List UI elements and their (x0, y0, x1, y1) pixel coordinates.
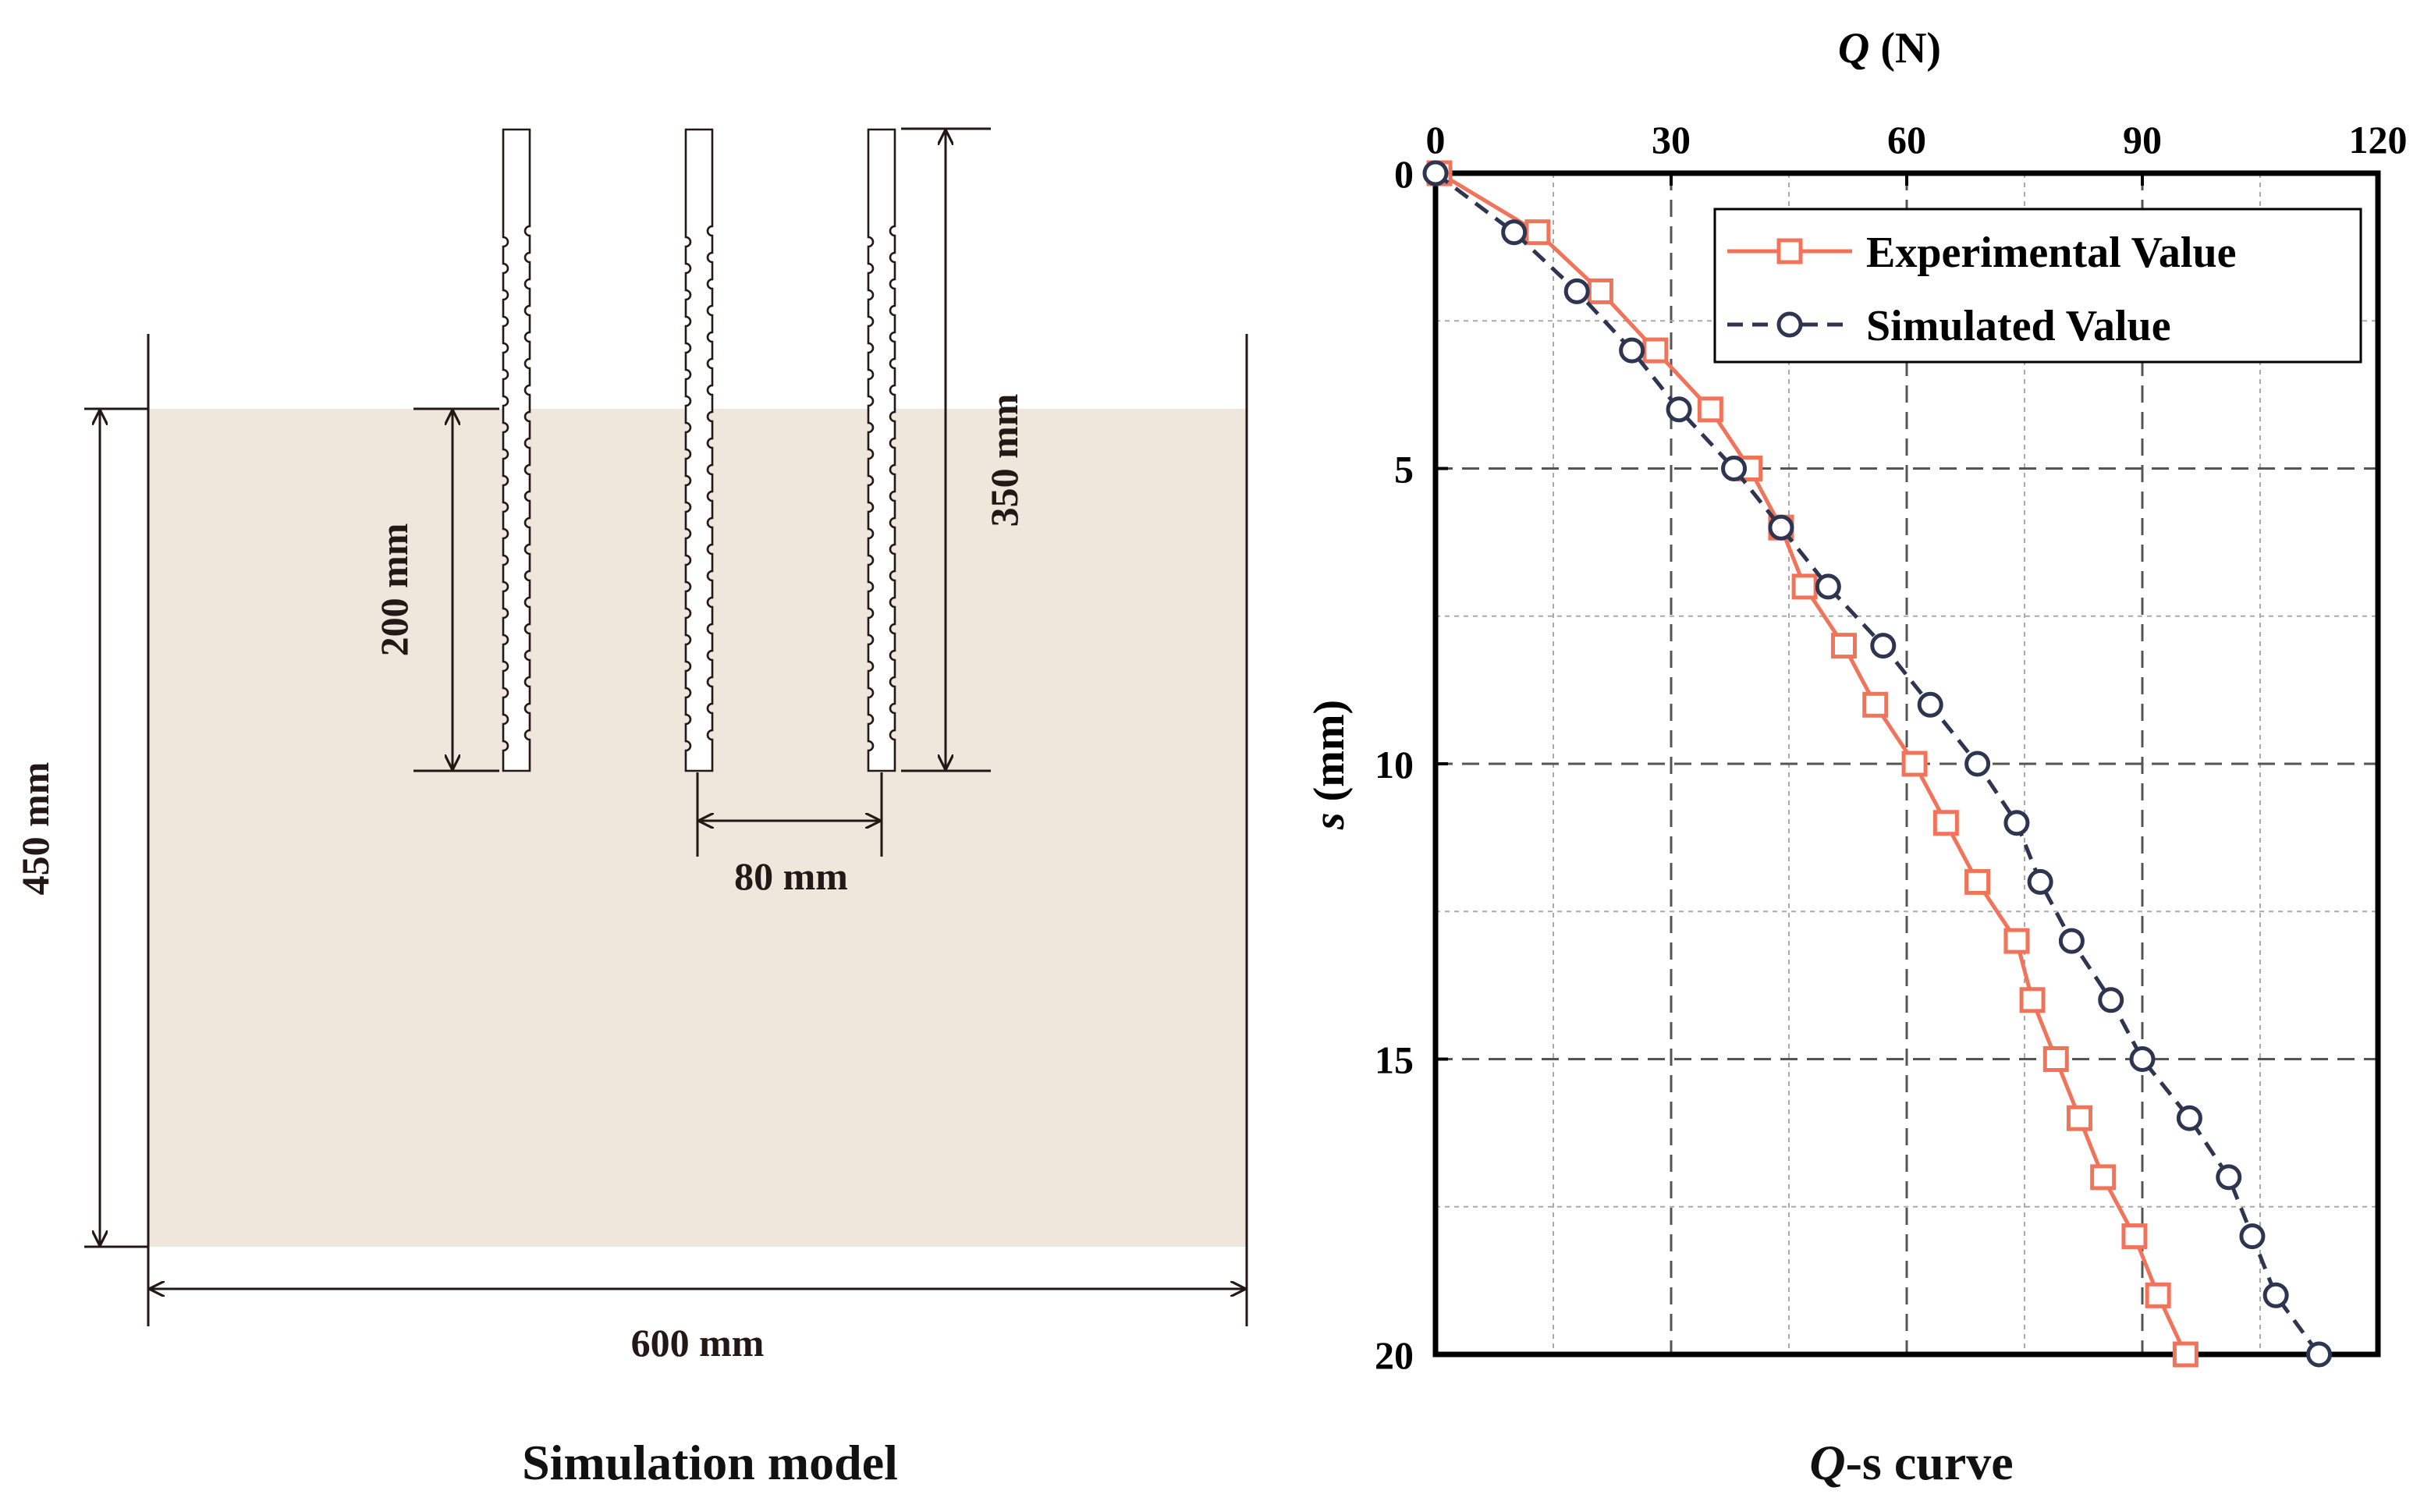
data-point-simulated-value (1563, 278, 1590, 304)
qs-chart: 0 30 60 90 120 0 5 10 15 20 Q (N) s (mm) Experime… (1305, 24, 2408, 1490)
left-axis-tick-label: 15 (1375, 1038, 1414, 1082)
chart-ticks: 0 30 60 90 120 0 5 10 15 20 (1375, 118, 2408, 1377)
legend-marker-experimental (1776, 238, 1803, 264)
data-point-simulated-value (2058, 928, 2085, 954)
legend-label-experimental: Experimental Value (1866, 229, 2236, 277)
label-pile-length: 350 mm (982, 394, 1026, 527)
data-point-simulated-value (2216, 1164, 2242, 1191)
data-point-experimental-value (1524, 219, 1551, 246)
data-point-simulated-value (1870, 633, 1897, 659)
data-point-simulated-value (1917, 691, 1943, 718)
data-point-simulated-value (2003, 810, 2030, 836)
data-point-experimental-value (2003, 928, 2030, 954)
label-depth: 450 mm (13, 762, 57, 896)
data-point-simulated-value (2098, 987, 2124, 1013)
label-spacing: 80 mm (734, 854, 848, 898)
pile-right (867, 128, 896, 772)
data-point-experimental-value (1830, 633, 1857, 659)
data-point-simulated-value (1721, 456, 1748, 481)
left-axis-title: s (mm) (1305, 700, 1354, 830)
data-point-simulated-value (1422, 160, 1449, 186)
data-point-experimental-value (1862, 691, 1889, 718)
data-point-simulated-value (2239, 1223, 2266, 1250)
data-point-experimental-value (2042, 1046, 2069, 1072)
data-point-simulated-value (1501, 219, 1528, 246)
pile-left (502, 128, 531, 772)
data-point-experimental-value (1964, 868, 1991, 895)
left-axis-tick-label: 0 (1394, 152, 1414, 196)
top-axis-tick-label: 0 (1426, 118, 1446, 161)
model-caption: Simulation model (522, 1435, 898, 1490)
top-axis-tick-label: 30 (1652, 118, 1691, 161)
data-point-simulated-value (1815, 573, 1841, 600)
data-point-experimental-value (1642, 337, 1669, 364)
left-axis-tick-label: 5 (1394, 448, 1414, 492)
top-axis-tick-label: 60 (1887, 118, 1926, 161)
simulation-model-panel: 450 mm 600 mm 200 mm 350 mm 80 mm Simula… (13, 127, 1248, 1490)
data-point-simulated-value (2027, 868, 2053, 895)
data-point-experimental-value (2145, 1282, 2171, 1308)
data-point-simulated-value (1768, 514, 1794, 541)
data-point-simulated-value (1666, 396, 1692, 423)
data-point-simulated-value (1964, 751, 1991, 777)
chart-legend: Experimental Value Simulated Value (1713, 208, 2362, 364)
data-point-experimental-value (1932, 810, 1959, 836)
label-width: 600 mm (631, 1321, 765, 1365)
data-point-simulated-value (2306, 1341, 2332, 1368)
data-point-experimental-value (1587, 278, 1613, 304)
legend-box (1713, 208, 2362, 364)
data-point-experimental-value (2090, 1164, 2117, 1191)
top-axis-tick-label: 120 (2349, 118, 2408, 161)
data-point-experimental-value (2019, 987, 2046, 1013)
data-point-experimental-value (1697, 396, 1723, 423)
data-point-experimental-value (2066, 1105, 2092, 1131)
data-point-simulated-value (2129, 1046, 2156, 1072)
data-point-experimental-value (1791, 573, 1818, 600)
data-point-experimental-value (2121, 1223, 2148, 1250)
data-point-experimental-value (2172, 1341, 2199, 1368)
chart-caption: Q-s curve (1809, 1435, 2013, 1490)
data-point-simulated-value (1619, 337, 1645, 364)
left-axis-tick-label: 20 (1375, 1333, 1414, 1377)
chart-series (1422, 160, 2332, 1368)
legend-label-simulated: Simulated Value (1866, 302, 2171, 350)
top-axis-tick-label: 90 (2123, 118, 2162, 161)
data-point-experimental-value (1901, 751, 1928, 777)
pile-middle (684, 128, 714, 772)
top-axis-title: Q (N) (1838, 24, 1941, 73)
data-point-simulated-value (2262, 1282, 2289, 1308)
label-embed: 200 mm (372, 524, 416, 657)
data-point-simulated-value (2176, 1105, 2202, 1131)
left-axis-tick-label: 10 (1375, 743, 1414, 786)
legend-marker-simulated (1776, 311, 1803, 338)
